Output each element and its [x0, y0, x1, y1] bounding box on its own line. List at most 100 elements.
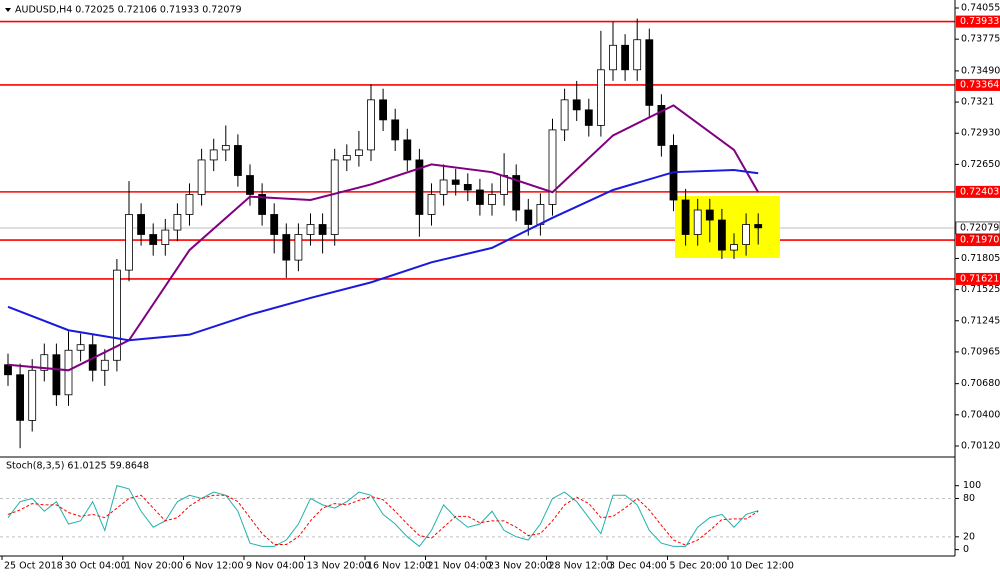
y-tick-label: 0.72650	[961, 159, 1000, 170]
x-tick-label: 23 Nov 20:00	[488, 561, 552, 572]
candle-body	[221, 145, 230, 151]
candle-body	[209, 149, 218, 161]
candle-body	[705, 209, 714, 221]
candle-body	[742, 224, 750, 245]
candle-body	[693, 209, 702, 235]
x-tick-label: 5 Dec 20:00	[670, 561, 728, 572]
candle-body	[475, 189, 484, 205]
candle-body	[391, 119, 400, 141]
candle-body	[149, 234, 158, 245]
candle-body	[754, 224, 763, 229]
indicator-title: Stoch(8,3,5) 61.0125 59.8648	[6, 461, 149, 472]
candle-body	[621, 44, 629, 71]
candle-body	[161, 229, 170, 245]
level-label-box	[956, 234, 1000, 247]
candle-body	[330, 159, 339, 235]
last-price-label: 0.72079	[960, 222, 999, 233]
y-tick-label: 0.71245	[961, 315, 1000, 326]
candle-body	[536, 204, 545, 225]
candle-body	[16, 374, 25, 421]
moving-average	[7, 104, 760, 372]
candle-body	[28, 369, 37, 421]
menu-triangle	[5, 8, 11, 12]
candle-body	[52, 354, 61, 396]
stoch-signal	[7, 494, 759, 546]
candle-body	[560, 99, 569, 131]
level-label: 0.71970	[960, 235, 999, 246]
candle-body	[572, 99, 581, 111]
candle-body	[100, 359, 109, 371]
candle-body	[463, 184, 472, 191]
candle-body	[415, 159, 424, 215]
y-tick-label: 0.74055	[961, 3, 1000, 14]
candle-body	[488, 194, 496, 205]
candle-body	[645, 39, 654, 106]
level-label: 0.73933	[960, 16, 999, 27]
x-tick-label: 16 Nov 12:00	[367, 561, 431, 572]
y-tick-label: 0.72930	[961, 128, 1000, 139]
candle-body	[584, 109, 593, 126]
candle-body	[4, 364, 12, 376]
candle-body	[185, 194, 194, 215]
level-label: 0.73364	[960, 79, 999, 90]
candle-body	[512, 175, 521, 211]
candle-body	[294, 234, 303, 261]
level-label: 0.72403	[960, 186, 999, 197]
x-tick-label: 3 Dec 04:00	[609, 561, 667, 572]
last-price-box	[955, 221, 1000, 235]
candle-body	[76, 344, 85, 351]
candle-body	[354, 149, 363, 156]
chart-title: AUDUSD,H4 0.72025 0.72106 0.71933 0.7207…	[15, 5, 242, 16]
x-tick-label: 30 Oct 04:00	[65, 561, 127, 572]
level-label-box	[956, 78, 1000, 91]
candle-body	[246, 175, 254, 195]
candle-body	[113, 269, 121, 361]
candle-body	[318, 224, 327, 235]
highlight-box	[675, 196, 780, 258]
level-label-box	[956, 272, 1000, 285]
candle-body	[403, 139, 412, 161]
x-tick-label: 6 Nov 12:00	[186, 561, 244, 572]
candle-body	[125, 214, 133, 271]
x-tick-label: 10 Dec 12:00	[730, 561, 794, 572]
y-tick-label: 0.70680	[961, 378, 1000, 389]
candle-body	[258, 194, 267, 215]
candle-body	[657, 105, 666, 146]
candle-body	[427, 194, 436, 215]
y-tick-label: 0.73490	[961, 65, 1000, 76]
indicator-tick-label: 0	[963, 544, 969, 555]
candle-body	[609, 44, 617, 71]
stoch-main	[7, 485, 759, 548]
indicator-tick-label: 20	[963, 531, 975, 542]
candle-body	[64, 349, 73, 396]
y-tick-label: 0.70400	[961, 409, 1000, 420]
y-tick-label: 0.70965	[961, 346, 1000, 357]
x-tick-label: 21 Nov 04:00	[428, 561, 492, 572]
candle-body	[137, 214, 146, 235]
indicator-tick-label: 80	[963, 493, 975, 504]
candle-body	[718, 219, 726, 251]
candle-body	[524, 209, 533, 225]
candle-body	[633, 39, 642, 71]
x-tick-label: 25 Oct 2018	[4, 561, 63, 572]
y-tick-label: 0.7321	[961, 97, 994, 108]
x-tick-label: 13 Nov 20:00	[307, 561, 371, 572]
candle-body	[597, 69, 605, 126]
candle-body	[451, 179, 460, 185]
candle-body	[270, 214, 279, 235]
level-label-box	[956, 15, 1000, 28]
candle-body	[500, 175, 509, 195]
candle-body	[730, 244, 738, 251]
candle-body	[548, 129, 557, 205]
x-tick-label: 9 Nov 04:00	[246, 561, 304, 572]
candle-body	[439, 179, 448, 195]
candle-body	[233, 145, 242, 176]
indicator-tick-label: 100	[963, 480, 981, 491]
candle-body	[197, 159, 206, 195]
moving-average	[7, 168, 759, 342]
candle-body	[40, 354, 49, 371]
x-tick-label: 28 Nov 12:00	[549, 561, 613, 572]
y-tick-label: 0.70120	[961, 440, 1000, 451]
